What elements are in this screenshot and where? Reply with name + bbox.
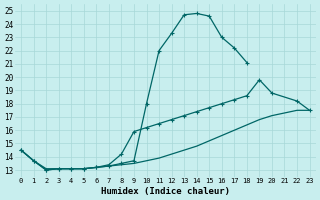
X-axis label: Humidex (Indice chaleur): Humidex (Indice chaleur) xyxy=(101,187,230,196)
